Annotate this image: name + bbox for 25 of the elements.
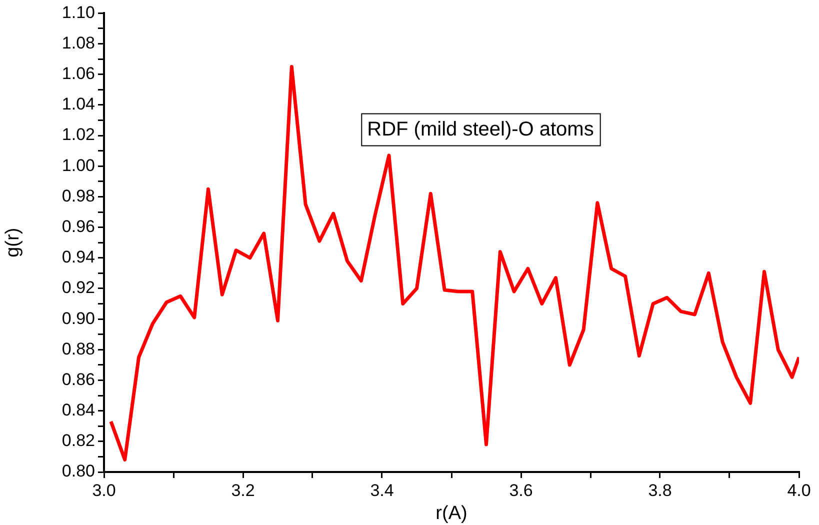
y-tick-label: 0.92 [62,278,95,298]
y-tick-label: 0.82 [62,431,95,450]
annotation: RDF (mild steel)-O atoms [367,118,594,141]
y-tick-label: 0.84 [62,400,95,420]
x-tick-label: 3.0 [92,480,116,500]
x-tick-label: 3.8 [648,480,672,500]
y-tick-label: 0.90 [62,308,95,328]
y-tick-label: 0.94 [62,248,95,267]
y-tick-label: 1.08 [62,33,95,52]
x-tick-label: 3.6 [509,480,533,500]
y-tick-label: 0.86 [62,370,95,389]
y-tick-label: 1.06 [62,64,95,84]
y-tick-label: 1.10 [62,2,95,22]
x-tick-label: 3.4 [370,480,394,500]
y-tick-label: 0.98 [62,186,95,206]
y-tick-label: 1.00 [62,156,95,175]
x-axis-title: r(A) [436,502,468,524]
y-axis-title: g(r) [2,228,24,258]
x-tick-label: 4.0 [787,480,811,500]
y-tick-label: 0.96 [62,216,95,236]
y-tick-label: 0.80 [62,462,95,481]
y-tick-label: 1.04 [62,94,95,114]
y-tick-label: 1.02 [62,125,95,144]
y-tick-label: 0.88 [62,339,95,358]
x-tick-label: 3.2 [231,480,255,500]
